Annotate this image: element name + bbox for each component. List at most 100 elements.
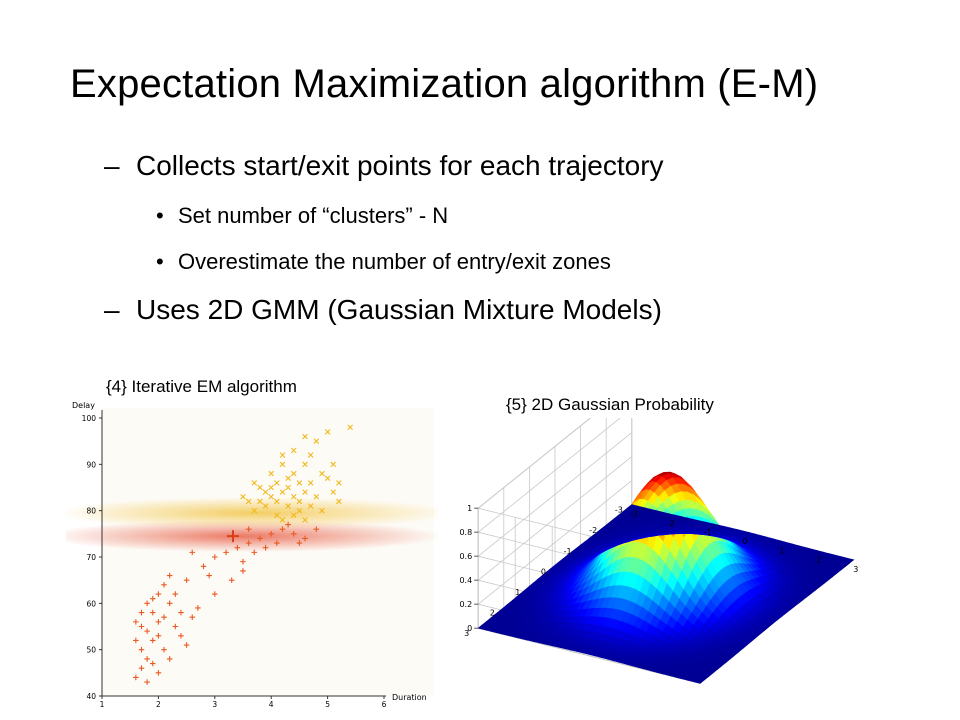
y-axis-label: Delay <box>72 401 95 410</box>
cluster-mean-marker <box>227 530 239 543</box>
y-tick-label: 80 <box>86 507 96 516</box>
x-tick-label: -3 <box>630 510 638 519</box>
y-tick-label: 100 <box>82 414 97 423</box>
z-tick-label: 0.6 <box>459 552 472 561</box>
point-x-marker <box>290 493 297 500</box>
x-tick-label: 5 <box>325 700 330 709</box>
x-axis-label: Duration <box>392 693 427 702</box>
point-plus-marker <box>240 568 246 574</box>
point-plus-marker <box>183 642 190 648</box>
point-plus-marker <box>155 619 162 625</box>
point-x-marker <box>302 517 308 523</box>
point-x-marker <box>313 438 320 444</box>
y-tick-label: -2 <box>589 526 597 535</box>
dash-marker: – <box>104 150 120 181</box>
x-tick-label: 3 <box>853 565 858 574</box>
point-plus-marker <box>245 526 252 532</box>
z-tick-label: 0.4 <box>459 576 472 585</box>
dot-marker: • <box>156 249 164 274</box>
point-x-marker <box>274 498 280 505</box>
grid-line <box>477 432 633 557</box>
point-x-marker <box>251 507 258 514</box>
y-tick-label: 60 <box>86 599 96 608</box>
point-plus-marker <box>149 595 156 602</box>
point-plus-marker <box>161 614 167 621</box>
point-plus-marker <box>144 679 150 685</box>
z-tick-label: 0 <box>467 624 472 633</box>
point-plus-marker <box>178 632 184 639</box>
z-tick-label: 0.2 <box>459 600 472 609</box>
x-tick-label: 6 <box>382 700 387 709</box>
point-plus-marker <box>172 623 179 630</box>
point-plus-marker <box>161 646 167 653</box>
x-tick-label: 1 <box>779 546 784 555</box>
dash-marker: – <box>104 294 120 325</box>
z-tick-label: 1 <box>467 504 472 513</box>
point-plus-marker <box>313 526 320 532</box>
point-plus-marker <box>245 540 252 546</box>
point-plus-marker <box>274 540 280 546</box>
point-x-marker <box>268 470 274 477</box>
gmm-component-1 <box>66 520 438 553</box>
point-plus-marker <box>251 549 258 556</box>
point-plus-marker <box>212 591 218 597</box>
point-x-marker <box>330 461 337 468</box>
point-plus-marker <box>155 670 162 676</box>
point-x-marker <box>268 484 274 491</box>
point-plus-marker <box>200 563 207 570</box>
point-plus-marker <box>296 540 303 546</box>
point-plus-marker <box>155 591 162 597</box>
grid-line <box>477 418 621 533</box>
point-x-marker <box>251 480 258 486</box>
point-plus-marker <box>155 632 162 639</box>
x-tick-label: 3 <box>212 700 217 709</box>
em-scatter-chart: 40 50 60 70 80 90 100 1 2 3 4 5 6 Delay Duration <box>66 401 438 709</box>
point-x-marker <box>279 461 286 468</box>
point-x-marker <box>330 489 337 495</box>
point-plus-marker <box>138 609 145 616</box>
point-plus-marker <box>166 572 173 579</box>
gaussian-surface <box>477 471 855 684</box>
x-tick-label: -1 <box>704 528 712 537</box>
grid-line <box>477 480 633 605</box>
point-x-marker <box>262 503 269 509</box>
point-x-marker <box>307 480 314 486</box>
bullet-text: Overestimate the number of entry/exit zo… <box>178 249 611 274</box>
point-x-marker <box>279 517 286 523</box>
x-tick-label: 0 <box>742 537 747 546</box>
point-plus-marker <box>240 558 246 565</box>
bullet-collects: – Collects start/exit points for each tra… <box>104 150 664 182</box>
y-tick-label: 50 <box>86 646 96 655</box>
gaussian-surface-chart: 0 0.2 0.4 0.6 0.8 1 -3 -2 -1 0 1 2 3 -3 -2 -1 0 1 2 3 <box>459 418 858 685</box>
point-plus-marker <box>149 637 156 644</box>
y-tick-label: 1 <box>515 588 520 597</box>
point-plus-marker <box>262 544 269 551</box>
point-x-marker <box>324 429 331 435</box>
point-x-marker <box>302 433 308 440</box>
bullet-text: Uses 2D GMM (Gaussian Mixture Models) <box>136 294 662 325</box>
point-x-marker <box>240 493 246 500</box>
point-plus-marker <box>172 591 179 597</box>
point-x-marker <box>268 493 274 500</box>
point-x-marker <box>336 480 342 486</box>
bullet-uses-gmm: – Uses 2D GMM (Gaussian Mixture Models) <box>104 294 662 326</box>
point-plus-marker <box>144 600 150 607</box>
point-x-marker <box>302 489 308 495</box>
point-x-marker <box>245 498 252 505</box>
point-x-marker <box>262 489 269 495</box>
point-x-marker <box>307 452 314 458</box>
bullet-text: Collects start/exit points for each traj… <box>136 150 664 181</box>
point-x-marker <box>257 498 263 505</box>
point-x-marker <box>290 447 297 454</box>
point-plus-marker <box>133 637 139 644</box>
point-x-marker <box>285 475 291 482</box>
y-tick-label: -1 <box>564 547 572 556</box>
point-plus-marker <box>166 656 173 662</box>
point-x-marker <box>336 498 342 505</box>
point-plus-marker <box>189 614 196 621</box>
point-plus-marker <box>223 549 229 556</box>
point-x-marker <box>279 489 286 495</box>
point-plus-marker <box>257 535 263 542</box>
point-plus-marker <box>178 609 184 616</box>
point-plus-marker <box>212 554 218 560</box>
